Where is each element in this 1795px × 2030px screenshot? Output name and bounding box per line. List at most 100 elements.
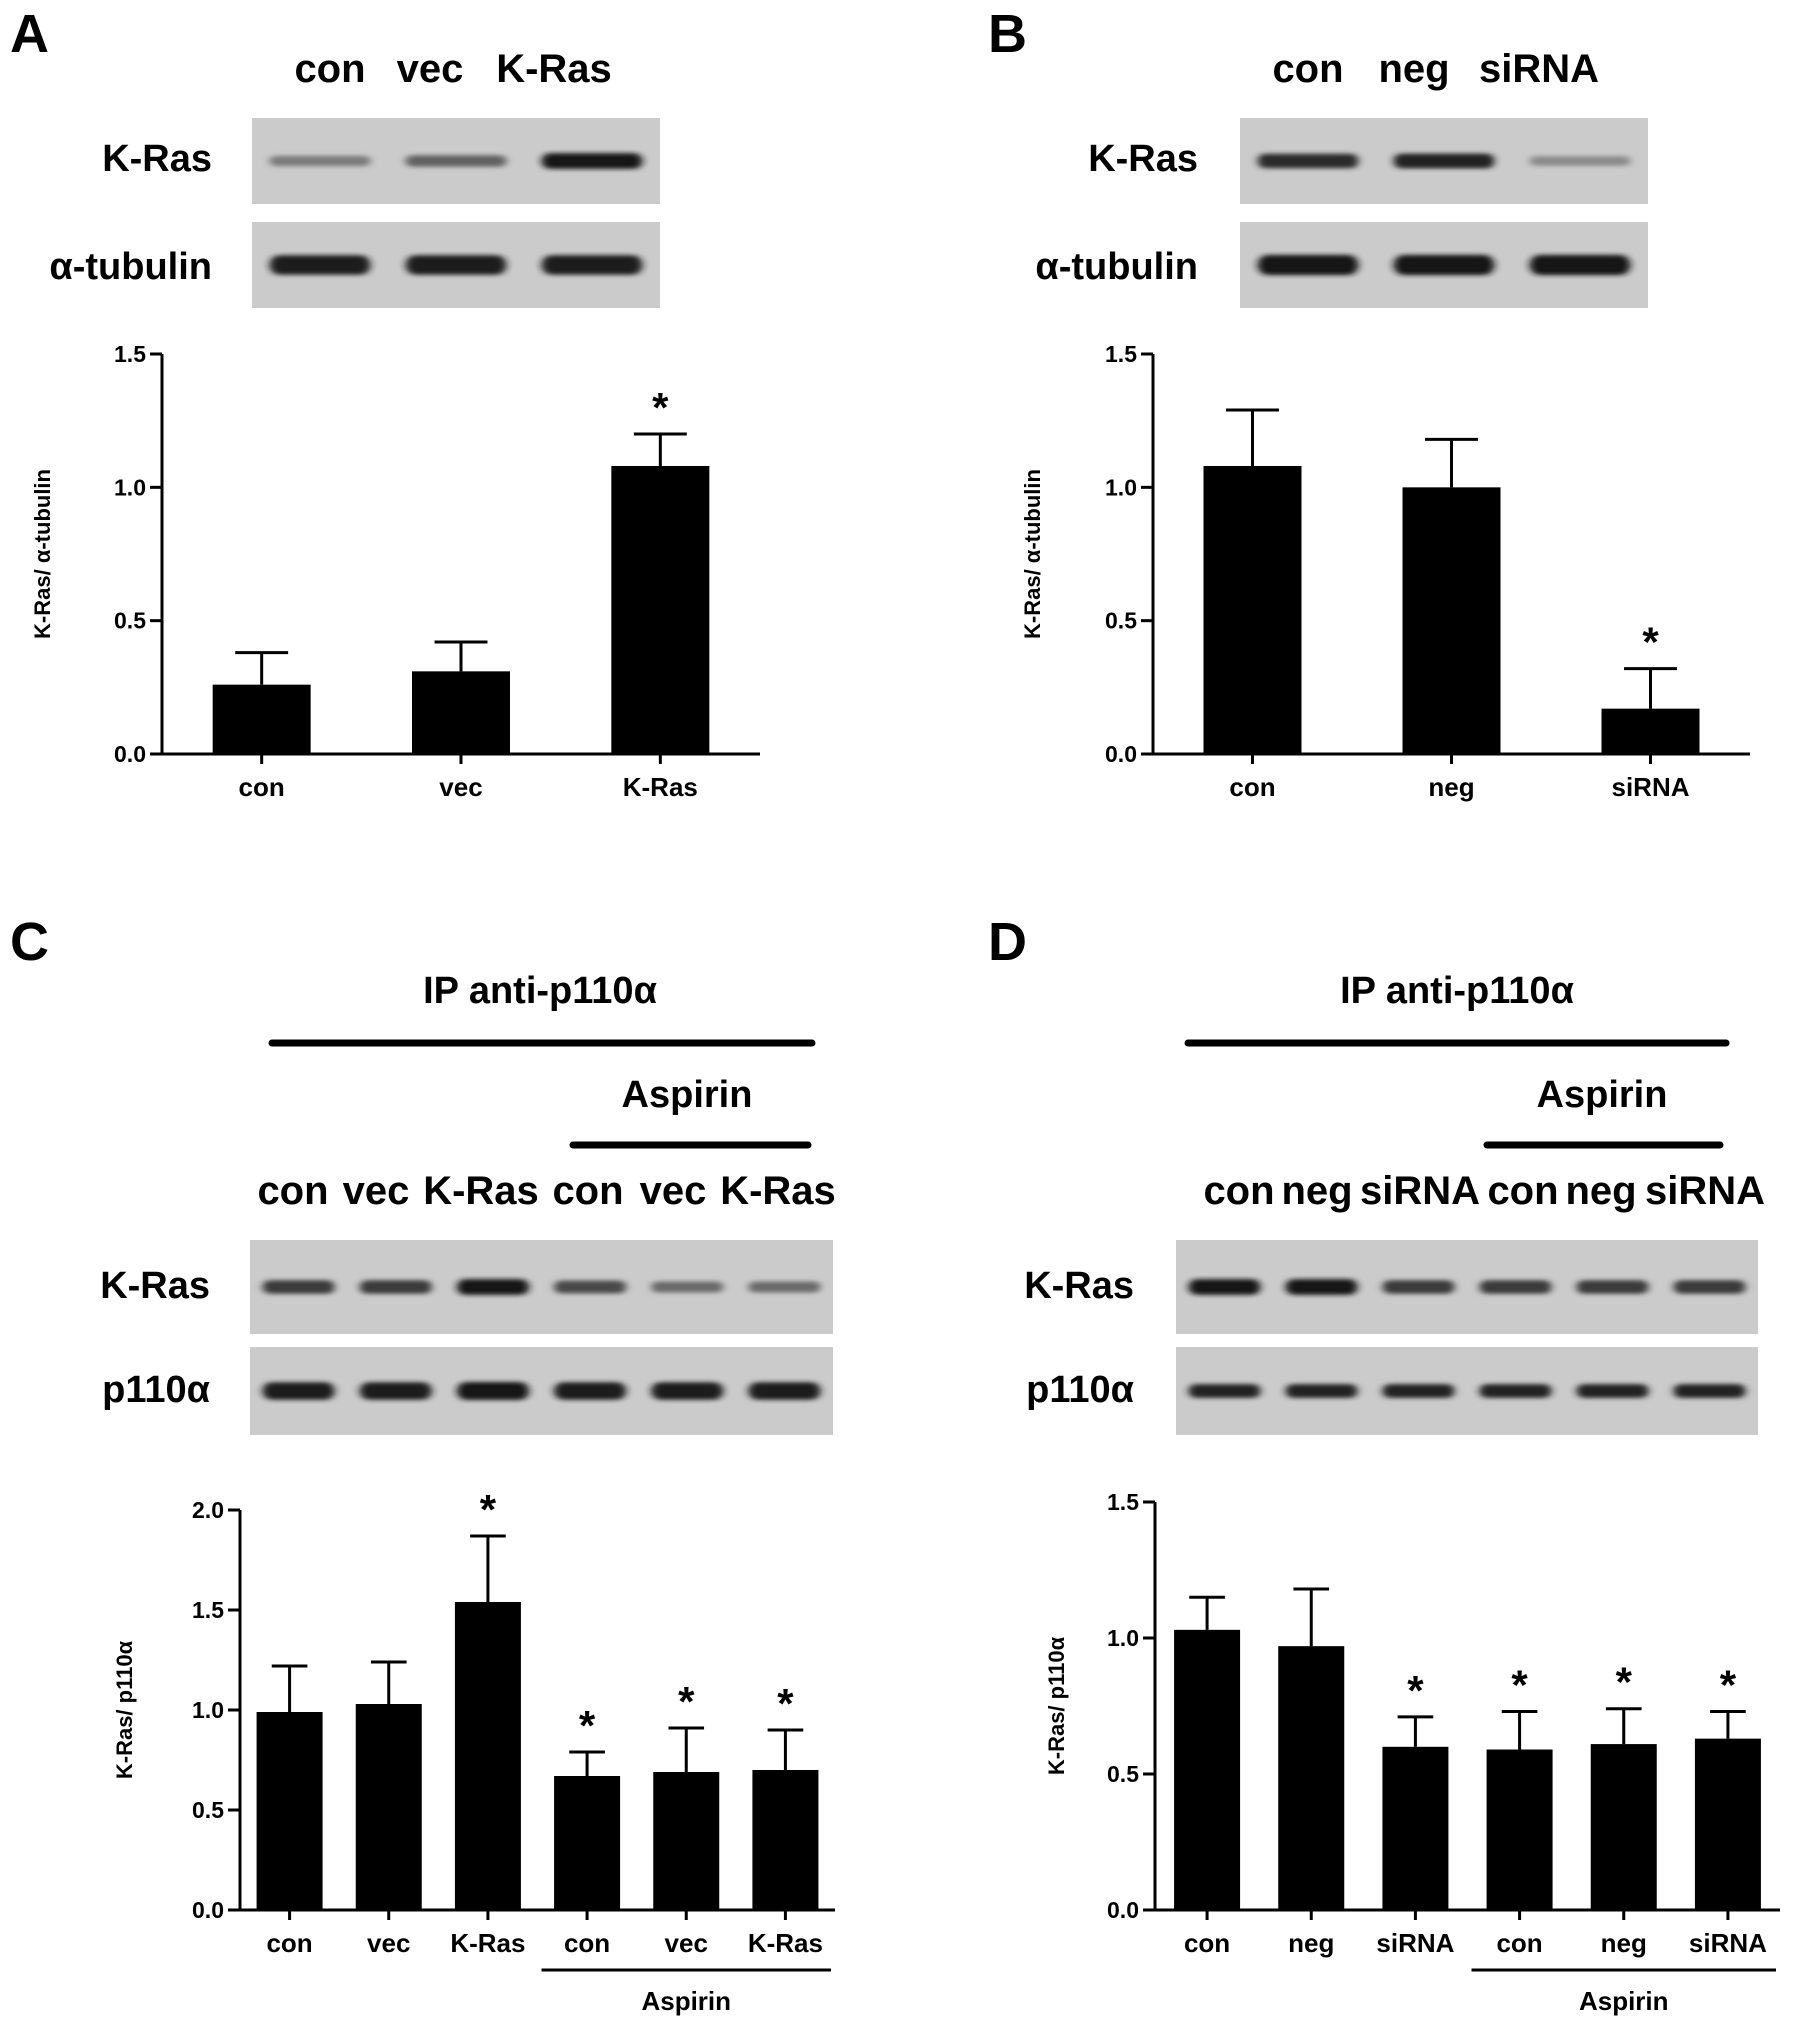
blot-strip-p110a <box>250 1347 833 1435</box>
bar-chart-b: 0.0 0.5 1.0 1.5 K-Ras/ α-tubulin con neg siRNA * <box>1020 341 1750 802</box>
significance-star: * <box>480 1486 497 1533</box>
blot-band <box>554 1382 627 1400</box>
blot-band <box>541 255 643 275</box>
significance-star: * <box>1407 1667 1424 1714</box>
x-tick-label: siRNA <box>1611 772 1689 802</box>
bar <box>1174 1629 1241 1910</box>
bar <box>256 1712 323 1910</box>
blot-band <box>1479 1384 1552 1398</box>
significance-star: * <box>678 1678 695 1725</box>
blot-band <box>262 1280 335 1294</box>
bar <box>554 1776 621 1910</box>
blot-band <box>1673 1280 1746 1294</box>
blot-band <box>651 1382 724 1400</box>
lane-label: con <box>257 1169 328 1213</box>
blot-label: p110α <box>1026 1369 1134 1411</box>
lane-label: K-Ras <box>720 1169 836 1213</box>
lane-label: vec <box>397 47 464 91</box>
bar <box>355 1704 422 1910</box>
blot-strip-k-ras <box>1176 1240 1758 1334</box>
x-tick-label: siRNA <box>1376 1928 1454 1958</box>
x-tick-label: K-Ras <box>450 1928 525 1958</box>
bar <box>1486 1749 1553 1910</box>
panel-a: A con vec K-Ras K-Ras α-tubulin 0.0 0.5 1.… <box>10 4 760 802</box>
y-tick-label: 0.5 <box>1107 1761 1139 1787</box>
blot-band <box>1393 254 1495 276</box>
blot-band <box>651 1281 724 1293</box>
y-tick-label: 1.0 <box>114 474 146 500</box>
significance-star: * <box>1720 1661 1737 1708</box>
y-tick-label: 0.0 <box>1105 741 1137 767</box>
lane-label: neg <box>1565 1169 1636 1213</box>
blot-band <box>359 1280 432 1294</box>
aspirin-header: Aspirin <box>1537 1074 1668 1116</box>
aspirin-header: Aspirin <box>622 1074 753 1116</box>
x-tick-label: con <box>564 1928 610 1958</box>
x-tick-label: K-Ras <box>623 772 698 802</box>
blot-band <box>748 1382 821 1400</box>
blot-band <box>405 255 507 275</box>
blot-band <box>1673 1384 1746 1398</box>
bar <box>454 1602 521 1910</box>
group-label: Aspirin <box>641 1986 731 2016</box>
blot-band <box>554 1280 627 1294</box>
x-tick-label: neg <box>1428 772 1474 802</box>
lane-label: con <box>552 1169 623 1213</box>
panel-label-c: C <box>10 912 49 972</box>
significance-star: * <box>1616 1659 1633 1706</box>
blot-band <box>1285 1279 1358 1295</box>
significance-star: * <box>579 1702 596 1749</box>
bar <box>1382 1746 1449 1910</box>
significance-star: * <box>1642 619 1659 666</box>
y-tick-label: 1.5 <box>1107 1489 1139 1515</box>
x-tick-label: neg <box>1288 1928 1334 1958</box>
blot-band <box>269 155 371 167</box>
blot-strip-alpha-tubulin <box>252 222 660 308</box>
blot-band <box>1576 1280 1649 1294</box>
lane-label: siRNA <box>1479 47 1599 91</box>
blot-band <box>359 1382 432 1400</box>
bar-chart-c: 0.0 0.5 1.0 1.5 2.0 K-Ras/ p110α con vec K-Ras * c… <box>112 1486 835 2016</box>
blot-band <box>1188 1279 1261 1295</box>
blot-band <box>1393 153 1495 169</box>
blot-label: K-Ras <box>1088 138 1198 180</box>
lane-label: vec <box>343 1169 410 1213</box>
bar <box>653 1772 720 1910</box>
y-axis-label: K-Ras/ α-tubulin <box>1020 469 1045 639</box>
y-tick-label: 1.5 <box>192 1597 224 1623</box>
y-tick-label: 1.0 <box>1105 474 1137 500</box>
y-tick-label: 2.0 <box>192 1497 224 1523</box>
lane-label: K-Ras <box>496 47 612 91</box>
lane-label: vec <box>640 1169 707 1213</box>
bar <box>1402 487 1501 754</box>
lane-label: con <box>1272 47 1343 91</box>
blot-band <box>1479 1280 1552 1294</box>
blot-band <box>1188 1384 1261 1398</box>
blot-band <box>262 1382 335 1400</box>
panel-label-d: D <box>988 912 1027 972</box>
bar <box>752 1770 819 1910</box>
lane-label: siRNA <box>1360 1169 1480 1213</box>
blot-label: α-tubulin <box>1035 246 1198 288</box>
blot-label: α-tubulin <box>49 246 212 288</box>
y-axis-label: K-Ras/ p110α <box>112 1640 137 1779</box>
panel-d: D IP anti-p110α Aspirin con neg siRNA co… <box>988 912 1780 2016</box>
bar <box>1601 708 1700 754</box>
x-tick-label: vec <box>439 772 482 802</box>
bar <box>1278 1646 1345 1910</box>
blot-band <box>1382 1384 1455 1398</box>
blot-band <box>456 1279 529 1295</box>
blot-background <box>1176 1347 1758 1435</box>
lane-label: neg <box>1378 47 1449 91</box>
significance-star: * <box>777 1680 794 1727</box>
bar <box>1694 1738 1761 1910</box>
blot-label: K-Ras <box>1024 1265 1134 1307</box>
x-tick-label: con <box>266 1928 312 1958</box>
y-tick-label: 1.5 <box>114 341 146 367</box>
blot-label: K-Ras <box>100 1265 210 1307</box>
blot-strip-p110a <box>1176 1347 1758 1435</box>
y-tick-label: 1.0 <box>1107 1625 1139 1651</box>
blot-band <box>456 1382 529 1400</box>
x-tick-label: siRNA <box>1689 1928 1767 1958</box>
